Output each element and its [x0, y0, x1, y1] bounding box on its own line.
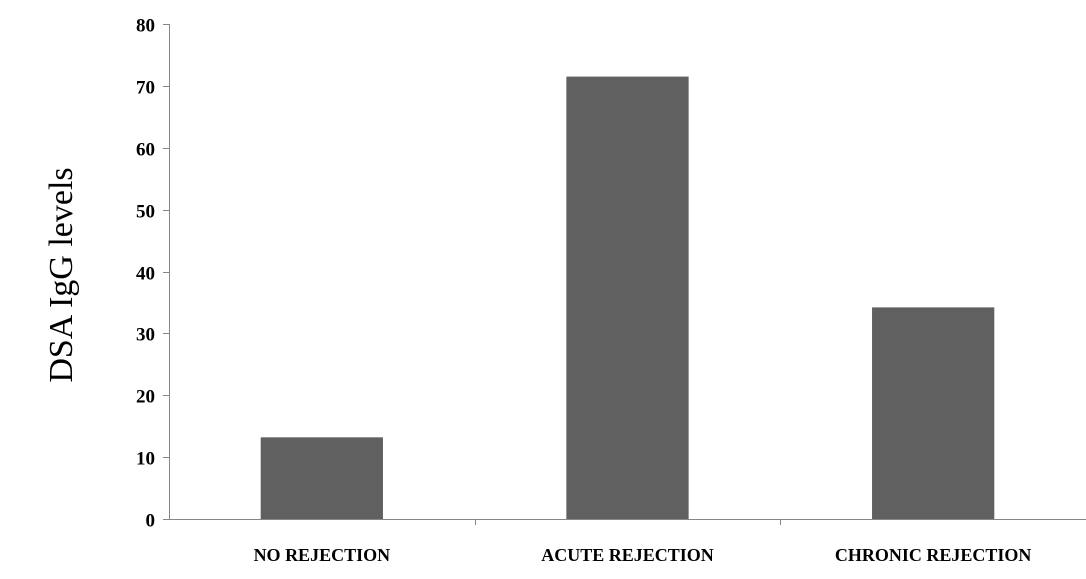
y-ticks: 0 10 20 30 40 50 60 70 80 [136, 16, 169, 532]
y-tick-label: 80 [136, 16, 155, 37]
x-category-label: CHRONIC REJECTION [835, 545, 1032, 565]
x-category-label: ACUTE REJECTION [541, 545, 714, 565]
y-tick-label: 10 [136, 449, 155, 470]
y-tick-label: 70 [136, 78, 155, 99]
x-ticks: NO REJECTION ACUTE REJECTION CHRONIC REJEC… [254, 519, 1032, 565]
y-tick-label: 20 [136, 387, 155, 408]
y-tick-label: 60 [136, 140, 155, 161]
y-tick-label: 0 [146, 511, 156, 532]
bar-acute-rejection [566, 76, 689, 519]
bar-no-rejection [260, 437, 383, 519]
x-category-label: NO REJECTION [254, 545, 391, 565]
y-tick-label: 50 [136, 202, 155, 223]
bar-chronic-rejection [872, 307, 995, 519]
axes-layer [169, 24, 1086, 520]
y-axis-title: DSA IgG levels [43, 167, 80, 382]
y-tick-label: 40 [136, 264, 155, 285]
y-tick-label: 30 [136, 325, 155, 346]
bars-layer [260, 76, 995, 519]
